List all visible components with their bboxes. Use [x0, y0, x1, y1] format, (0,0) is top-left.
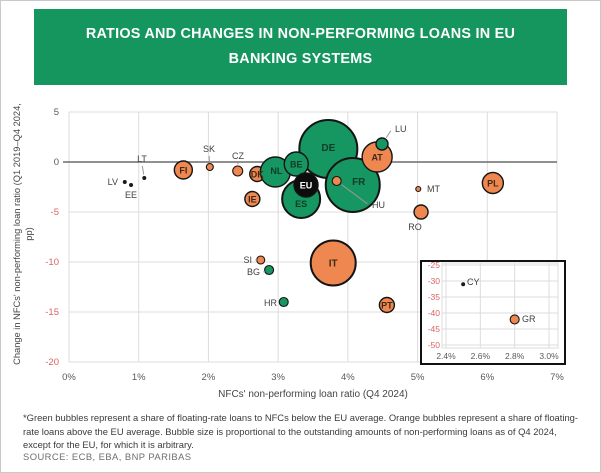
- bubble-SI: [256, 255, 266, 265]
- bubble-label-BG: BG: [247, 267, 260, 277]
- callout-line-LT: [141, 165, 145, 175]
- bubble-CY: [461, 282, 466, 287]
- bubble-RO: [413, 204, 429, 220]
- bubble-BE: [283, 151, 309, 177]
- bubble-label-CY: CY: [467, 277, 480, 287]
- bubble-label-ES: ES: [295, 199, 307, 209]
- bubble-label-EU: EU: [300, 181, 313, 191]
- x-tick-label: 5%: [411, 372, 425, 383]
- x-tick-label: 4%: [341, 372, 355, 383]
- inset-x-tick-label: 2.4%: [436, 351, 456, 361]
- x-tick-label: 1%: [132, 372, 146, 383]
- bubble-label-HR: HR: [264, 298, 277, 308]
- footnote-text: *Green bubbles represent a share of floa…: [23, 412, 579, 451]
- y-tick-label: 5: [54, 107, 59, 118]
- inset-y-tick-label: -40: [428, 308, 441, 318]
- bubble-FI: [173, 160, 194, 180]
- y-tick-label: 0: [54, 157, 59, 168]
- inset-y-tick-label: -45: [428, 324, 441, 334]
- inset-y-tick-label: -25: [428, 260, 441, 270]
- bubble-BG: [264, 264, 275, 276]
- bubble-label-SI: SI: [243, 255, 252, 265]
- bubble-label-MT: MT: [427, 184, 440, 194]
- y-tick-label: -10: [45, 257, 59, 268]
- y-tick-label: -20: [45, 357, 59, 368]
- x-tick-label: 6%: [480, 372, 494, 383]
- bubble-HU: [331, 175, 342, 187]
- y-axis-title-line2: pp): [24, 227, 34, 240]
- bubble-label-LT: LT: [137, 154, 147, 164]
- bubble-label-LV: LV: [108, 177, 118, 187]
- bubble-label-EE: EE: [125, 190, 137, 200]
- bubble-label-LU: LU: [395, 124, 407, 134]
- bubble-IE: [244, 190, 261, 208]
- bubble-label-HU: HU: [372, 200, 385, 210]
- inset-x-tick-label: 2.6%: [471, 351, 491, 361]
- bubble-HR: [278, 296, 289, 308]
- callout-line-LU: [385, 130, 392, 139]
- x-axis-title: NFCs' non-performing loan ratio (Q4 2024…: [218, 389, 408, 400]
- bubble-IT: [309, 239, 357, 287]
- bubble-PT: [378, 296, 396, 314]
- inset-x-tick-label: 2.8%: [505, 351, 525, 361]
- inset-x-tick-label: 3.0%: [539, 351, 559, 361]
- x-tick-label: 3%: [271, 372, 285, 383]
- y-tick-label: -15: [45, 307, 59, 318]
- bubble-label-PL: PL: [487, 179, 499, 189]
- bubble-SK: [205, 162, 214, 172]
- bubble-EU: [293, 172, 319, 198]
- x-tick-label: 2%: [202, 372, 216, 383]
- bubble-EE: [129, 183, 134, 187]
- bubble-label-GR: GR: [522, 314, 536, 324]
- inset-plot-frame: [441, 262, 559, 349]
- bubble-CZ: [232, 165, 244, 177]
- bubble-label-IT: IT: [329, 259, 338, 270]
- bubble-label-CZ: CZ: [232, 151, 244, 161]
- callout-line-HU: [341, 184, 368, 205]
- bubble-label-DK: DK: [251, 170, 264, 180]
- y-axis-title-line1: Change in NFCs' non-performing loan rati…: [12, 103, 22, 365]
- bubble-LV: [122, 180, 127, 184]
- inset-y-tick-label: -30: [428, 276, 441, 286]
- bubble-label-FI: FI: [179, 166, 187, 176]
- bubble-label-PT: PT: [381, 301, 393, 311]
- bubble-label-IE: IE: [248, 195, 257, 205]
- x-tick-label: 0%: [62, 372, 76, 383]
- inset-y-tick-label: -50: [428, 340, 441, 350]
- bubble-label-NL: NL: [270, 166, 282, 176]
- page-title: RATIOS AND CHANGES IN NON-PERFORMING LOA…: [85, 26, 516, 67]
- title-banner: RATIOS AND CHANGES IN NON-PERFORMING LOA…: [34, 9, 567, 85]
- inset-y-tick-label: -35: [428, 292, 441, 302]
- bubble-label-BE: BE: [290, 160, 303, 170]
- bubble-LU: [375, 137, 389, 151]
- source-text: SOURCE: ECB, EBA, BNP PARIBAS: [23, 451, 192, 462]
- bubble-label-AT: AT: [371, 153, 383, 163]
- bubble-label-DE: DE: [321, 143, 335, 154]
- bubble-MT: [415, 185, 422, 193]
- bubble-label-SK: SK: [203, 144, 215, 154]
- bubble-FR: [324, 157, 381, 213]
- bubble-LT: [142, 176, 147, 180]
- bubble-label-FR: FR: [352, 177, 366, 188]
- x-tick-label: 7%: [550, 372, 564, 383]
- bubble-PL: [481, 171, 505, 195]
- y-tick-label: -5: [51, 207, 59, 218]
- bubble-GR: [509, 314, 520, 325]
- bubble-label-RO: RO: [408, 222, 422, 232]
